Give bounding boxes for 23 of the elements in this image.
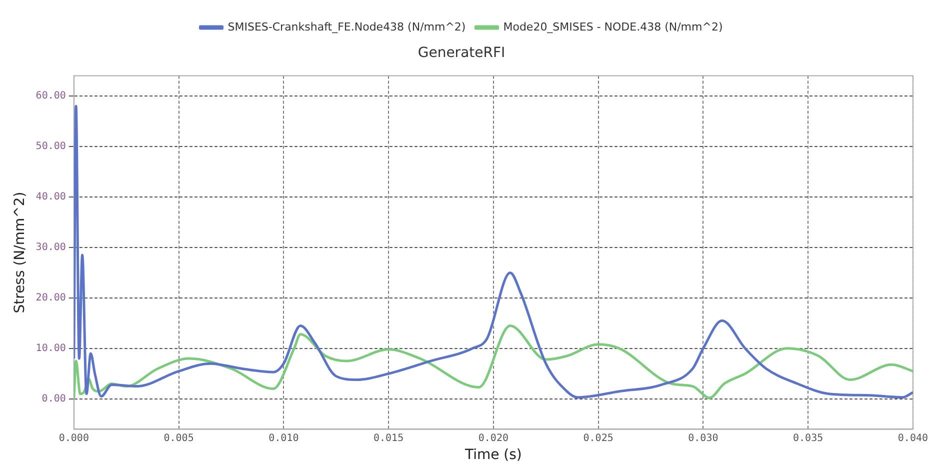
x-tick-label: 0.000: [58, 432, 89, 444]
x-tick-label: 0.015: [373, 432, 404, 444]
y-tick-label: 40.00: [36, 192, 66, 203]
x-axis-title: Time (s): [464, 447, 522, 464]
x-tick-label: 0.035: [793, 432, 824, 444]
x-tick-label: 0.010: [268, 432, 299, 444]
x-tick-label: 0.025: [583, 432, 614, 444]
y-tick-label: 30.00: [36, 242, 66, 254]
y-tick-label: 50.00: [36, 141, 66, 152]
line-series: [74, 324, 913, 400]
y-tick-label: 20.00: [36, 292, 66, 304]
x-tick-label: 0.020: [478, 432, 508, 444]
y-tick-label: 0.00: [42, 394, 66, 404]
line-series: [74, 104, 913, 399]
x-tick-label: 0.030: [688, 432, 718, 444]
legend-label: SMISES-Crankshaft_FE.Node438 (N/mm^2): [228, 20, 466, 34]
y-tick-label: 60.00: [36, 90, 66, 102]
x-tick-label: 0.005: [164, 432, 194, 444]
y-tick-label: 10.00: [36, 343, 66, 354]
chart-title: GenerateRFI: [418, 45, 506, 62]
legend-label: Mode20_SMISES - NODE.438 (N/mm^2): [503, 20, 723, 34]
x-tick-label: 0.040: [898, 432, 928, 444]
y-axis-title: Stress (N/mm^2): [12, 192, 28, 314]
